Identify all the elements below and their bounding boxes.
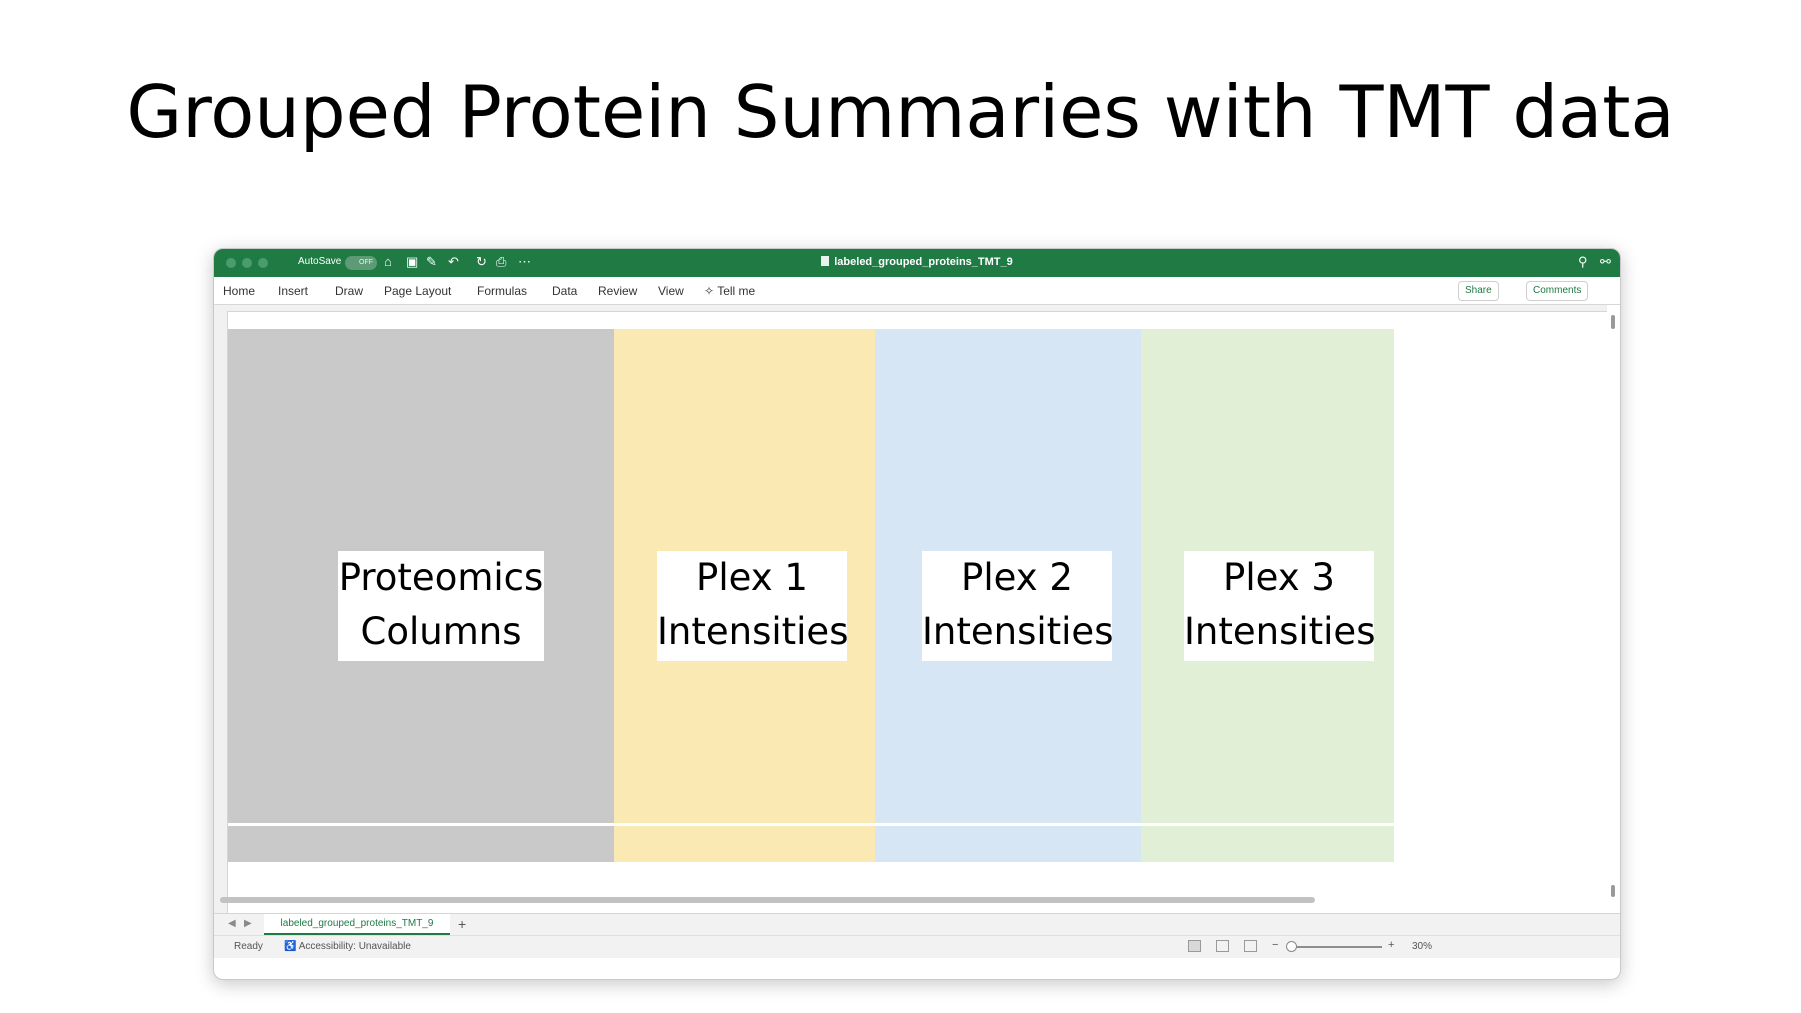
vertical-scroll-down[interactable] bbox=[1611, 885, 1615, 897]
zoom-window-button[interactable] bbox=[258, 258, 268, 268]
accessibility-status[interactable]: ♿ Accessibility: Unavailable bbox=[284, 941, 411, 952]
close-window-button[interactable] bbox=[226, 258, 236, 268]
comments-button[interactable]: Comments bbox=[1526, 281, 1589, 301]
autosave-label: AutoSave bbox=[298, 256, 342, 267]
plex3-label: Plex 3 Intensities bbox=[1184, 551, 1376, 661]
share-icon[interactable]: ⚯ bbox=[1600, 254, 1611, 269]
prev-sheet-icon[interactable]: ◀ bbox=[228, 918, 236, 929]
status-ready: Ready bbox=[234, 941, 263, 952]
zoom-in-icon[interactable]: + bbox=[1388, 939, 1395, 951]
proteomics-label-line1: Proteomics bbox=[338, 556, 544, 599]
proteomics-label-line2: Columns bbox=[360, 610, 522, 653]
column-headers[interactable] bbox=[227, 305, 1607, 312]
more-icon[interactable]: ⋯ bbox=[518, 254, 531, 269]
ribbon: Home Insert Draw Page Layout Formulas Da… bbox=[214, 277, 1620, 305]
document-icon bbox=[821, 256, 830, 266]
redo-icon[interactable]: ↻ bbox=[476, 254, 487, 269]
zoom-out-icon[interactable]: − bbox=[1272, 939, 1279, 951]
document-title-text: labeled_grouped_proteins_TMT_9 bbox=[834, 256, 1013, 268]
title-bar: AutoSave OFF ⌂ ▣ ✎ ↶ ↻ ⎙ ⋯ labeled_group… bbox=[214, 249, 1620, 277]
sheet-tab-active[interactable]: labeled_grouped_proteins_TMT_9 bbox=[264, 914, 450, 935]
save-icon[interactable]: ▣ bbox=[406, 254, 419, 269]
tab-draw[interactable]: Draw bbox=[335, 284, 364, 298]
slide-title: Grouped Protein Summaries with TMT data bbox=[126, 70, 1675, 154]
edit-icon[interactable]: ✎ bbox=[426, 254, 437, 269]
plex2-tail-rows[interactable] bbox=[875, 826, 1141, 862]
normal-view-icon[interactable] bbox=[1188, 940, 1201, 952]
plex3-label-line2: Intensities bbox=[1184, 610, 1376, 653]
tab-review[interactable]: Review bbox=[598, 284, 638, 298]
plex2-label: Plex 2 Intensities bbox=[922, 551, 1114, 661]
plex1-tail-rows[interactable] bbox=[614, 826, 875, 862]
row-headers[interactable] bbox=[214, 305, 228, 913]
share-button[interactable]: Share bbox=[1458, 281, 1499, 301]
sheet-tabs-bar: ◀ ▶ labeled_grouped_proteins_TMT_9 + bbox=[214, 913, 1620, 936]
tab-formulas[interactable]: Formulas bbox=[477, 284, 528, 298]
vertical-scroll-up[interactable] bbox=[1611, 315, 1615, 329]
plex1-label: Plex 1 Intensities bbox=[657, 551, 849, 661]
minimize-window-button[interactable] bbox=[242, 258, 252, 268]
zoom-slider[interactable] bbox=[1292, 946, 1382, 948]
undo-icon[interactable]: ↶ bbox=[448, 254, 459, 269]
page-break-view-icon[interactable] bbox=[1244, 940, 1257, 952]
share-label: Share bbox=[1465, 285, 1492, 296]
autosave-toggle[interactable]: OFF bbox=[345, 256, 377, 270]
plex1-label-line1: Plex 1 bbox=[696, 556, 808, 599]
accessibility-label: Accessibility: Unavailable bbox=[298, 941, 411, 952]
excel-window: AutoSave OFF ⌂ ▣ ✎ ↶ ↻ ⎙ ⋯ labeled_group… bbox=[213, 248, 1621, 980]
row-divider bbox=[228, 823, 1394, 826]
tab-view[interactable]: View bbox=[658, 284, 684, 298]
spreadsheet-grid[interactable]: Proteomics Columns Plex 1 Intensities Pl… bbox=[214, 305, 1620, 913]
proteomics-tail-rows[interactable] bbox=[228, 826, 614, 862]
tab-data[interactable]: Data bbox=[552, 284, 578, 298]
document-title: labeled_grouped_proteins_TMT_9 bbox=[214, 256, 1620, 268]
search-icon[interactable]: ⚲ bbox=[1578, 254, 1588, 269]
plex3-tail-rows[interactable] bbox=[1141, 826, 1394, 862]
print-icon[interactable]: ⎙ bbox=[496, 254, 507, 269]
page-layout-view-icon[interactable] bbox=[1216, 940, 1229, 952]
plex1-label-line2: Intensities bbox=[657, 610, 849, 653]
plex3-label-line1: Plex 3 bbox=[1223, 556, 1335, 599]
lightbulb-icon: ✧ bbox=[704, 284, 715, 298]
tab-insert[interactable]: Insert bbox=[278, 284, 309, 298]
home-icon[interactable]: ⌂ bbox=[384, 254, 392, 269]
tell-me-search[interactable]: ✧ Tell me bbox=[704, 284, 755, 298]
zoom-slider-knob[interactable] bbox=[1286, 941, 1297, 952]
status-bar: Ready ♿ Accessibility: Unavailable − + 3… bbox=[214, 935, 1620, 958]
zoom-level[interactable]: 30% bbox=[1412, 941, 1433, 952]
horizontal-scrollbar[interactable] bbox=[220, 897, 1315, 903]
proteomics-columns-label: Proteomics Columns bbox=[338, 551, 544, 661]
next-sheet-icon[interactable]: ▶ bbox=[244, 918, 252, 929]
tab-page-layout[interactable]: Page Layout bbox=[384, 284, 452, 298]
add-sheet-button[interactable]: + bbox=[458, 916, 467, 932]
comments-label: Comments bbox=[1533, 285, 1582, 296]
plex2-label-line2: Intensities bbox=[922, 610, 1114, 653]
tab-home[interactable]: Home bbox=[223, 284, 256, 298]
accessibility-icon: ♿ bbox=[284, 941, 297, 952]
plex2-label-line1: Plex 2 bbox=[961, 556, 1073, 599]
tell-me-label: Tell me bbox=[717, 284, 756, 298]
